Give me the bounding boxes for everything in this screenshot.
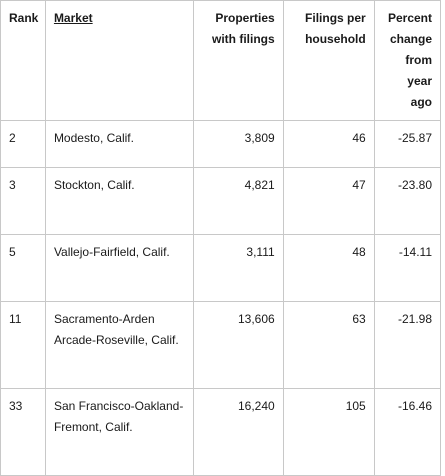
cell-properties: 13,606 bbox=[192, 301, 284, 389]
cell-rank: 2 bbox=[0, 120, 46, 168]
cell-rank: 11 bbox=[0, 301, 46, 389]
table-row: 2 Modesto, Calif. 3,809 46 -25.87 bbox=[0, 120, 442, 168]
cell-market: Modesto, Calif. bbox=[44, 120, 194, 168]
header-properties: Properties with filings bbox=[192, 0, 284, 121]
cell-properties: 16,240 bbox=[192, 388, 284, 476]
cell-filings-per-household: 105 bbox=[282, 388, 375, 476]
cell-filings-per-household: 63 bbox=[282, 301, 375, 389]
cell-market: Sacramento-Arden Arcade-Roseville, Calif… bbox=[44, 301, 194, 389]
cell-rank: 3 bbox=[0, 167, 46, 235]
cell-percent-change: -14.11 bbox=[373, 234, 442, 302]
cell-rank: 33 bbox=[0, 388, 46, 476]
header-market[interactable]: Market bbox=[44, 0, 194, 121]
table-row: 33 San Francisco-Oakland-Fremont, Calif.… bbox=[0, 388, 442, 476]
cell-percent-change: -16.46 bbox=[373, 388, 442, 476]
cell-percent-change: -21.98 bbox=[373, 301, 442, 389]
cell-properties: 3,111 bbox=[192, 234, 284, 302]
cell-filings-per-household: 46 bbox=[282, 120, 375, 168]
header-market-label[interactable]: Market bbox=[53, 11, 93, 25]
cell-market: Vallejo-Fairfield, Calif. bbox=[44, 234, 194, 302]
cell-properties: 3,809 bbox=[192, 120, 284, 168]
table-row: 5 Vallejo-Fairfield, Calif. 3,111 48 -14… bbox=[0, 234, 442, 302]
cell-rank: 5 bbox=[0, 234, 46, 302]
cell-market: Stockton, Calif. bbox=[44, 167, 194, 235]
header-percent-change: Percent change from year ago bbox=[373, 0, 442, 121]
cell-market: San Francisco-Oakland-Fremont, Calif. bbox=[44, 388, 194, 476]
cell-properties: 4,821 bbox=[192, 167, 284, 235]
cell-percent-change: -23.80 bbox=[373, 167, 442, 235]
cell-filings-per-household: 47 bbox=[282, 167, 375, 235]
header-filings-per-household: Filings per household bbox=[282, 0, 375, 121]
table-row: 3 Stockton, Calif. 4,821 47 -23.80 bbox=[0, 167, 442, 235]
header-rank: Rank bbox=[0, 0, 46, 121]
table-header-row: Rank Market Properties with filings Fili… bbox=[0, 0, 442, 121]
table-row: 11 Sacramento-Arden Arcade-Roseville, Ca… bbox=[0, 301, 442, 389]
cell-filings-per-household: 48 bbox=[282, 234, 375, 302]
cell-percent-change: -25.87 bbox=[373, 120, 442, 168]
